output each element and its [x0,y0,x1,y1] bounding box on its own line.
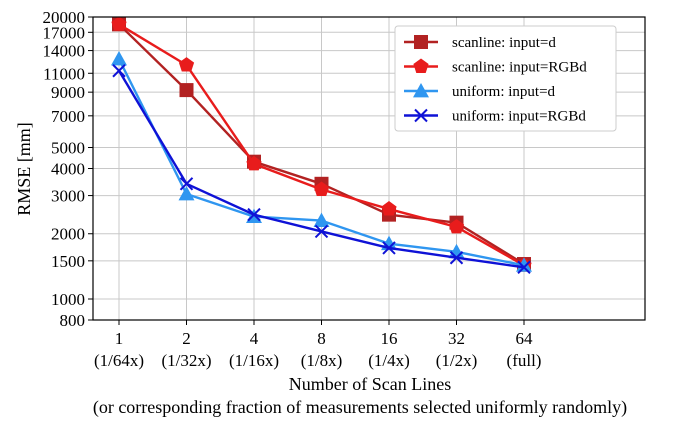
y-tick-label: 2000 [51,225,85,244]
y-tick-label: 4000 [51,160,85,179]
x-tick-sublabel: (1/32x) [161,351,211,370]
data-point [381,201,397,216]
x-tick-label: 4 [250,329,259,348]
y-tick-label: 800 [60,311,86,330]
y-tick-label: 20000 [43,8,86,27]
series-layer [111,16,532,275]
x-tick-sublabel: (1/16x) [229,351,279,370]
legend-label: scanline: input=RGBd [452,60,587,76]
legend-item: scanline: input=d [404,35,556,51]
data-point [448,218,465,234]
x-tick-label: 1 [115,329,124,348]
x-tick-label: 8 [317,329,326,348]
legend-item: uniform: input=d [404,83,556,100]
y-axis-title: RMSE [mm] [14,122,34,216]
legend: scanline: input=d scanline: input=RGBd uni… [394,25,617,132]
legend-marker [414,35,428,49]
y-tick-label: 5000 [51,138,85,157]
x-tick-label: 32 [448,329,465,348]
x-tick-sublabel: (1/64x) [94,351,144,370]
data-point [517,260,531,275]
data-point [449,251,464,265]
y-tick-label: 1000 [51,290,85,309]
y-tick-label: 11000 [43,64,85,83]
y-tick-label: 14000 [43,42,86,61]
data-point [111,51,127,66]
data-point [247,207,261,222]
x-tick-sublabel: (1/8x) [301,351,343,370]
data-point [178,57,195,72]
y-tick-label: 3000 [51,187,85,206]
y-tick-label: 1500 [51,252,85,271]
legend-marker [413,83,429,98]
data-point [178,186,195,201]
y-tick-label: 17000 [43,23,86,42]
x-axis-subtitle: (or corresponding fraction of measuremen… [93,397,627,418]
x-tick-label: 16 [381,329,398,348]
data-point [382,241,396,255]
legend-label: uniform: input=RGBd [452,109,586,125]
data-point [112,64,126,78]
data-point [314,224,329,239]
legend-label: scanline: input=d [452,35,556,51]
data-point [246,155,262,171]
x-tick-sublabel: (1/4x) [368,351,410,370]
data-point [313,212,330,227]
x-tick-label: 64 [516,329,534,348]
x-tick-label: 2 [182,329,191,348]
data-point [179,83,194,98]
x-axis: 1 (1/64x) 2 (1/32x) 4 (1/16x) 8 (1/8x) 16 (1/4x) 3… [94,320,541,370]
legend-label: uniform: input=d [452,84,556,100]
data-point [313,181,330,196]
x-tick-sublabel: (full) [507,351,542,370]
y-axis: 800 1000 1500 2000 3000 4000 5000 7000 900011000… [43,8,93,330]
legend-item: uniform: input=RGBd [404,109,586,125]
legend-box [394,25,617,132]
legend-item: scanline: input=RGBd [404,58,587,76]
x-axis-title: Number of Scan Lines [289,374,451,394]
legend-marker [413,58,429,73]
y-tick-label: 9000 [51,83,85,102]
data-point [111,16,127,31]
series [112,64,531,275]
x-tick-sublabel: (1/2x) [436,351,478,370]
legend-marker [414,108,428,123]
data-point [179,177,194,191]
y-tick-label: 7000 [51,107,85,126]
data-point [516,257,532,272]
